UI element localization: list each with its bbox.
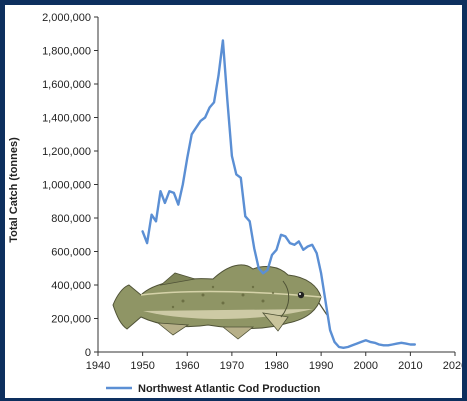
data-point xyxy=(391,343,394,346)
data-point xyxy=(356,342,358,345)
data-point xyxy=(280,233,282,236)
data-point xyxy=(257,267,260,270)
data-point xyxy=(195,126,197,129)
x-tick-label: 1980 xyxy=(264,360,288,372)
data-point xyxy=(141,230,144,233)
x-tick-label: 1970 xyxy=(220,360,244,372)
y-tick-label: 200,000 xyxy=(51,314,91,326)
data-point xyxy=(204,116,206,119)
data-point xyxy=(351,344,354,347)
x-tick-label: 1940 xyxy=(86,360,110,372)
data-point xyxy=(306,245,309,248)
data-point xyxy=(387,344,389,347)
data-point xyxy=(298,240,300,243)
y-tick-label: 1,600,000 xyxy=(42,79,91,91)
data-point xyxy=(222,39,224,42)
data-point xyxy=(262,272,264,275)
data-point xyxy=(302,249,305,251)
data-point xyxy=(284,235,287,238)
y-tick-label: 1,400,000 xyxy=(42,113,91,125)
data-point xyxy=(173,192,175,194)
data-point xyxy=(400,341,403,344)
data-point xyxy=(186,156,189,159)
y-axis-ticks: 0 200,000 400,000 600,000 800,000 1,000,000 1,… xyxy=(42,12,98,359)
data-point xyxy=(378,343,380,346)
data-point xyxy=(315,252,318,254)
data-point xyxy=(333,341,336,343)
y-tick-label: 1,800,000 xyxy=(42,46,91,58)
data-point xyxy=(320,272,322,275)
data-point xyxy=(373,341,376,344)
data-point xyxy=(266,269,269,271)
data-point xyxy=(347,346,349,348)
x-tick-label: 1990 xyxy=(309,360,333,372)
data-point xyxy=(360,341,363,343)
series-line-cod-production xyxy=(141,39,416,349)
data-point xyxy=(338,346,340,348)
data-point xyxy=(217,74,220,77)
data-point xyxy=(159,190,162,192)
x-tick-label: 2000 xyxy=(354,360,378,372)
atlantic-cod-icon xyxy=(112,264,328,340)
data-point xyxy=(253,247,255,249)
data-point xyxy=(208,106,211,109)
data-point xyxy=(177,203,180,206)
data-point xyxy=(240,177,242,179)
data-point xyxy=(271,254,273,256)
data-point xyxy=(342,347,345,349)
legend: Northwest Atlantic Cod Production xyxy=(106,383,321,395)
data-point xyxy=(231,155,233,157)
data-point xyxy=(226,99,229,102)
data-point xyxy=(329,329,331,332)
data-point xyxy=(369,341,372,343)
data-points xyxy=(141,39,416,349)
data-point xyxy=(213,101,215,104)
data-point xyxy=(414,343,416,346)
data-point xyxy=(181,183,184,186)
data-point xyxy=(244,215,247,218)
data-point xyxy=(275,249,278,251)
y-tick-label: 600,000 xyxy=(51,247,91,259)
data-point xyxy=(168,190,171,192)
data-point xyxy=(382,344,385,347)
data-point xyxy=(164,202,166,204)
data-point xyxy=(293,244,296,246)
y-axis-title: Total Catch (tonnes) xyxy=(8,137,20,243)
data-point xyxy=(199,120,202,122)
data-point xyxy=(405,342,407,345)
data-point xyxy=(146,242,148,244)
data-point xyxy=(155,220,157,223)
data-point xyxy=(324,300,327,303)
x-tick-label: 1950 xyxy=(130,360,154,372)
data-point xyxy=(150,213,153,216)
data-point xyxy=(364,339,367,342)
y-tick-label: 0 xyxy=(85,347,91,359)
data-point xyxy=(409,343,412,346)
data-point xyxy=(235,173,238,176)
data-point xyxy=(396,342,398,345)
data-point xyxy=(311,244,314,246)
x-tick-label: 2010 xyxy=(398,360,422,372)
x-tick-label: 1960 xyxy=(175,360,199,372)
y-tick-label: 400,000 xyxy=(51,280,91,292)
y-tick-label: 2,000,000 xyxy=(42,12,91,24)
data-point xyxy=(190,133,193,136)
data-point xyxy=(248,220,251,223)
data-point xyxy=(289,242,291,244)
legend-label: Northwest Atlantic Cod Production xyxy=(138,383,321,395)
y-tick-label: 800,000 xyxy=(51,213,91,225)
y-tick-label: 1,000,000 xyxy=(42,180,91,192)
y-tick-label: 1,200,000 xyxy=(42,146,91,158)
